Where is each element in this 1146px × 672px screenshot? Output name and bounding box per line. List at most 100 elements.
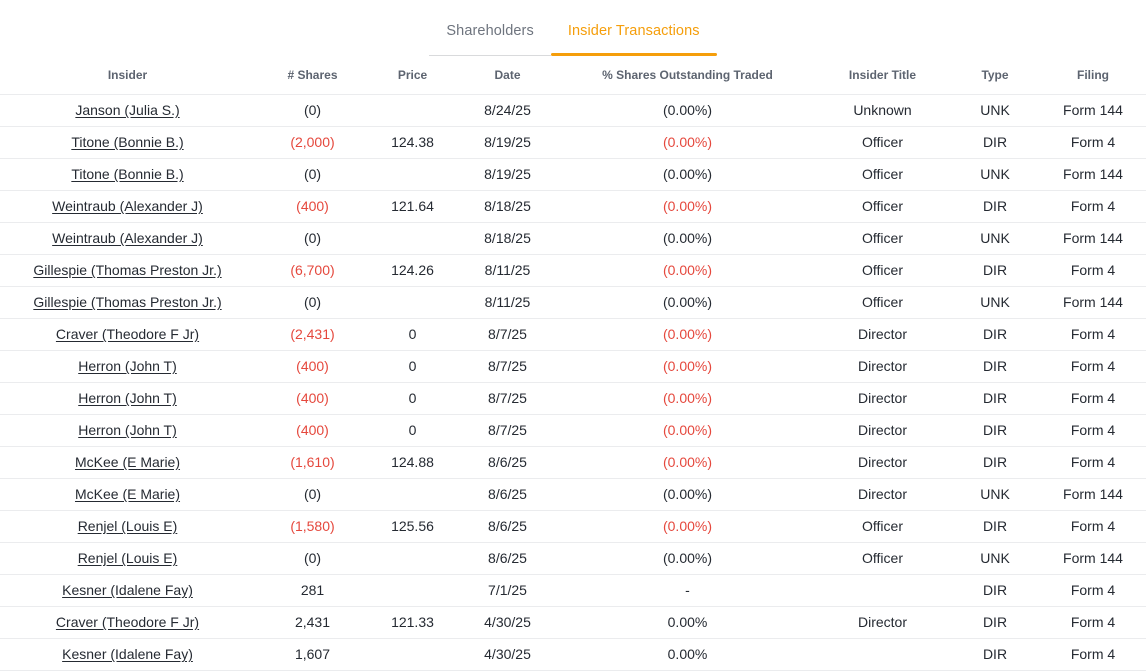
tab-insider-transactions[interactable]: Insider Transactions: [550, 23, 717, 56]
cell-shares: (2,000): [255, 125, 370, 158]
cell-title: Director: [815, 605, 950, 638]
cell-insider: Craver (Theodore F Jr): [0, 317, 255, 350]
tab-shareholders[interactable]: Shareholders: [429, 23, 552, 56]
column-header-type: Type: [981, 67, 1009, 82]
table-row: Titone (Bonnie B.) (2,000) 124.38 8/19/25 (0…: [0, 125, 1146, 158]
cell-shares: (0): [255, 157, 370, 190]
cell-shares: 281: [255, 573, 370, 606]
insider-link[interactable]: Craver (Theodore F Jr): [55, 326, 200, 342]
cell-title: Officer: [815, 189, 950, 222]
cell-pct: (0.00%): [560, 157, 815, 190]
insider-link[interactable]: Herron (John T): [78, 358, 177, 374]
cell-pct: (0.00%): [560, 253, 815, 286]
column-header-filing: Filing: [1077, 67, 1109, 82]
column-header-title: Insider Title: [848, 67, 917, 82]
cell-price: [370, 637, 455, 671]
cell-type: DIR: [950, 573, 1040, 606]
cell-title: Director: [815, 349, 950, 382]
insider-link[interactable]: Renjel (Louis E): [77, 550, 178, 566]
cell-title: Officer: [815, 221, 950, 254]
cell-insider: Weintraub (Alexander J): [0, 189, 255, 222]
cell-type: DIR: [950, 125, 1040, 158]
cell-price: [370, 157, 455, 190]
cell-title: Director: [815, 413, 950, 446]
cell-pct: 0.00%: [560, 637, 815, 671]
cell-date: 4/30/25: [455, 637, 560, 671]
insider-link[interactable]: Gillespie (Thomas Preston Jr.): [33, 262, 222, 278]
cell-price: 121.33: [370, 605, 455, 638]
insider-link[interactable]: Weintraub (Alexander J): [52, 198, 203, 214]
column-header-date: Date: [494, 67, 521, 82]
cell-pct: 0.00%: [560, 605, 815, 638]
cell-shares: (400): [255, 413, 370, 446]
cell-type: DIR: [950, 317, 1040, 350]
insider-link[interactable]: Renjel (Louis E): [77, 518, 178, 534]
cell-title: Director: [815, 317, 950, 350]
table-row: Weintraub (Alexander J) (0) 8/18/25 (0.00%)…: [0, 221, 1146, 254]
cell-insider: Kesner (Idalene Fay): [0, 573, 255, 606]
insider-link[interactable]: Janson (Julia S.): [75, 102, 180, 118]
insider-link[interactable]: Herron (John T): [78, 390, 177, 406]
insider-link[interactable]: Kesner (Idalene Fay): [62, 582, 193, 598]
cell-shares: (400): [255, 189, 370, 222]
insider-link[interactable]: Titone (Bonnie B.): [71, 134, 184, 150]
cell-date: 8/18/25: [455, 189, 560, 222]
insider-link[interactable]: Gillespie (Thomas Preston Jr.): [33, 294, 222, 310]
cell-price: 0: [370, 381, 455, 414]
cell-filing: Form 4: [1040, 349, 1146, 382]
cell-insider: Gillespie (Thomas Preston Jr.): [0, 285, 255, 318]
table-header-row: Insider # Shares Price Date % Shares Outstan…: [0, 56, 1146, 94]
cell-pct: (0.00%): [560, 509, 815, 542]
cell-price: 0: [370, 317, 455, 350]
insider-link[interactable]: McKee (E Marie): [74, 486, 181, 502]
column-header-pct: % Shares Outstanding Traded: [602, 67, 773, 82]
cell-pct: (0.00%): [560, 93, 815, 126]
cell-filing: Form 4: [1040, 253, 1146, 286]
cell-date: 8/7/25: [455, 349, 560, 382]
cell-date: 8/11/25: [455, 285, 560, 318]
cell-shares: 1,607: [255, 637, 370, 671]
cell-type: DIR: [950, 253, 1040, 286]
table-row: Herron (John T) (400) 0 8/7/25 (0.00%) Direct…: [0, 349, 1146, 382]
cell-price: 0: [370, 413, 455, 446]
column-header-shares: # Shares: [287, 67, 338, 82]
cell-type: DIR: [950, 349, 1040, 382]
cell-insider: McKee (E Marie): [0, 445, 255, 478]
cell-insider: Kesner (Idalene Fay): [0, 637, 255, 671]
cell-filing: Form 4: [1040, 637, 1146, 671]
cell-pct: (0.00%): [560, 349, 815, 382]
table-row: McKee (E Marie) (1,610) 124.88 8/6/25 (0.00%…: [0, 445, 1146, 478]
table-row: Herron (John T) (400) 0 8/7/25 (0.00%) Direct…: [0, 413, 1146, 446]
cell-filing: Form 144: [1040, 221, 1146, 254]
cell-type: DIR: [950, 605, 1040, 638]
cell-date: 8/6/25: [455, 445, 560, 478]
cell-pct: (0.00%): [560, 221, 815, 254]
cell-type: DIR: [950, 413, 1040, 446]
cell-type: DIR: [950, 637, 1040, 671]
insider-link[interactable]: Titone (Bonnie B.): [71, 166, 184, 182]
tab-bar: Shareholders Insider Transactions: [0, 0, 1146, 56]
cell-pct: (0.00%): [560, 125, 815, 158]
cell-shares: 2,431: [255, 605, 370, 638]
cell-price: 121.64: [370, 189, 455, 222]
insider-link[interactable]: Kesner (Idalene Fay): [62, 646, 193, 662]
cell-title: Officer: [815, 125, 950, 158]
cell-insider: Titone (Bonnie B.): [0, 157, 255, 190]
insider-link[interactable]: McKee (E Marie): [74, 454, 181, 470]
cell-pct: (0.00%): [560, 381, 815, 414]
cell-filing: Form 4: [1040, 605, 1146, 638]
table-body: Janson (Julia S.) (0) 8/24/25 (0.00%) Unknow…: [0, 93, 1146, 671]
cell-date: 8/7/25: [455, 381, 560, 414]
insider-link[interactable]: Weintraub (Alexander J): [52, 230, 203, 246]
insider-link[interactable]: Craver (Theodore F Jr): [55, 614, 200, 630]
table-row: Renjel (Louis E) (0) 8/6/25 (0.00%) Officer U…: [0, 541, 1146, 574]
cell-pct: (0.00%): [560, 317, 815, 350]
cell-title: Director: [815, 445, 950, 478]
cell-title: Unknown: [815, 93, 950, 126]
cell-date: 4/30/25: [455, 605, 560, 638]
table-row: Craver (Theodore F Jr) 2,431 121.33 4/30/25…: [0, 605, 1146, 638]
cell-price: 124.38: [370, 125, 455, 158]
cell-insider: Janson (Julia S.): [0, 93, 255, 126]
table-row: Renjel (Louis E) (1,580) 125.56 8/6/25 (0.00…: [0, 509, 1146, 542]
insider-link[interactable]: Herron (John T): [78, 422, 177, 438]
